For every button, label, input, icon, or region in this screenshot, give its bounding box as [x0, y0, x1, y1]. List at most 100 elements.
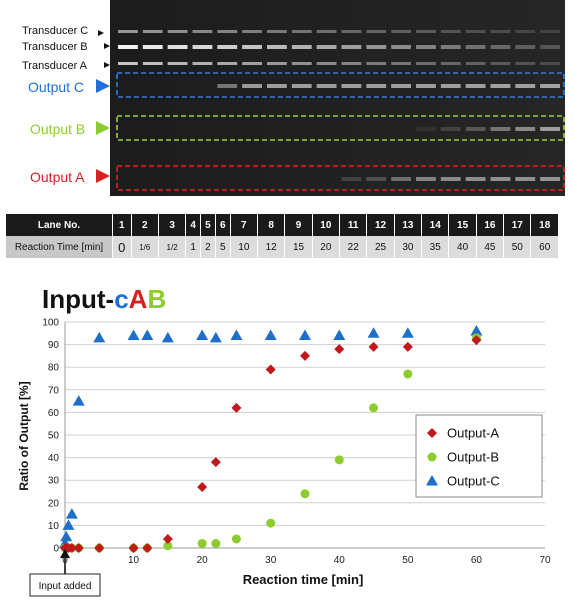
reaction-time-cell: 15: [284, 236, 313, 258]
output-a-legend-label: Output-A: [447, 426, 499, 441]
output-a-band: [465, 177, 486, 181]
transducer-a-band: [267, 62, 287, 65]
x-axis-label: Reaction time [min]: [243, 572, 364, 587]
output-a-point: [265, 364, 276, 375]
lane-number-cell: 11: [339, 214, 368, 236]
lane-number-cell: 8: [257, 214, 286, 236]
y-tick-label: 30: [48, 476, 60, 487]
output-a-band: [515, 177, 536, 181]
transducer-c-band: [515, 30, 536, 33]
output-c-band: [267, 84, 287, 88]
y-axis-label: Ratio of Output [%]: [17, 381, 31, 490]
output-b-point: [369, 403, 379, 413]
transducer-c-band: [440, 30, 461, 33]
output-c-point: [367, 327, 380, 338]
transducer-c-band: [391, 30, 411, 33]
transducer-a-band: [490, 62, 511, 65]
output-b-point: [197, 538, 207, 548]
output-b-label: Output B: [30, 121, 85, 137]
lane-number-cell: 17: [503, 214, 532, 236]
y-tick-label: 10: [48, 521, 60, 532]
transducer-a-band: [118, 62, 138, 65]
output-a-point: [128, 543, 139, 553]
annotation-text: Input added: [39, 581, 92, 592]
output-c-band: [440, 84, 461, 88]
lane-number-cell: 6: [215, 214, 231, 236]
output-c-point: [141, 329, 154, 341]
output-b-point: [266, 518, 276, 528]
output-b-point: [334, 455, 344, 465]
transducer-b-band: [142, 45, 163, 49]
output-a-legend-marker: [427, 428, 437, 438]
legend-box: [415, 414, 543, 498]
transducer-b-band: [440, 45, 461, 49]
output-b-box: [116, 115, 565, 141]
output-b-point: [163, 541, 173, 551]
transducer-c-arrow-icon: [98, 30, 104, 36]
transducer-a-band: [540, 62, 560, 65]
transducer-c-band: [291, 30, 312, 33]
transducer-c-band: [167, 30, 188, 33]
output-b-legend-label: Output-B: [447, 450, 499, 465]
output-a-point: [197, 481, 208, 492]
output-c-legend-marker: [426, 475, 438, 486]
transducer-a-arrow-icon: [104, 62, 110, 68]
transducer-b-band: [515, 45, 536, 49]
output-a-band: [391, 177, 411, 181]
transducer-b-band: [192, 45, 213, 49]
output-c-band: [391, 84, 411, 88]
reaction-time-cell: 2: [200, 236, 216, 258]
transducer-c-band: [142, 30, 163, 33]
transducer-c-band: [465, 30, 486, 33]
transducer-b-band: [366, 45, 387, 49]
output-c-band: [366, 84, 387, 88]
transducer-b-band: [267, 45, 287, 49]
output-b-point: [231, 534, 241, 544]
x-tick-label: 40: [334, 555, 346, 566]
y-tick-label: 40: [48, 453, 60, 464]
output-c-point: [401, 327, 414, 338]
output-c-band: [316, 84, 337, 88]
y-tick-label: 80: [48, 363, 60, 374]
output-a-point: [300, 350, 310, 361]
reaction-time-cell: 50: [503, 236, 532, 258]
output-c-point: [60, 530, 73, 542]
output-b-point: [300, 489, 310, 499]
output-a-point: [142, 543, 153, 553]
lane-table: Lane No. 1 2 3 4 5 6 7 8 9 10 11 12 13 14 15 16 17 18 Rea…: [6, 214, 559, 258]
transducer-a-band: [217, 62, 238, 65]
transducer-a-band: [416, 62, 436, 65]
lane-number-cell: 12: [366, 214, 395, 236]
lane-number-cell: 10: [312, 214, 341, 236]
transducer-a-band: [465, 62, 486, 65]
output-a-band: [366, 177, 387, 181]
reaction-time-cell: 10: [230, 236, 259, 258]
gel-image: Transducer C Transducer B Transducer A O…: [22, 0, 565, 196]
transducer-c-band: [341, 30, 362, 33]
output-a-band: [540, 177, 560, 181]
reaction-time-cell: 25: [366, 236, 395, 258]
lane-number-cell: 18: [530, 214, 559, 236]
reaction-time-cell: 12: [257, 236, 286, 258]
output-b-band: [540, 127, 560, 131]
output-b-point: [403, 369, 413, 379]
y-tick-label: 20: [48, 498, 60, 509]
output-a-point: [368, 341, 379, 352]
lane-number-cell: 4: [185, 214, 202, 236]
transducer-a-band: [341, 62, 362, 65]
output-c-band: [291, 84, 312, 88]
annotation-box: [29, 573, 101, 597]
output-c-point: [264, 329, 277, 341]
output-a-band: [490, 177, 511, 181]
output-c-band: [217, 84, 238, 88]
output-a-band: [341, 177, 362, 181]
output-c-band: [341, 84, 362, 88]
reaction-time-row: Reaction Time [min] 0 1/6 1/2 1 2 5 10 12 15 20 22…: [6, 236, 559, 258]
reaction-time-cell: 35: [421, 236, 450, 258]
transducer-a-band: [192, 62, 213, 65]
output-c-arrow-icon: [96, 79, 110, 93]
output-c-band: [540, 84, 560, 88]
gel-bands: [118, 30, 560, 181]
transducer-b-label: Transducer B: [22, 41, 88, 53]
chart-title-part: B: [147, 284, 166, 314]
